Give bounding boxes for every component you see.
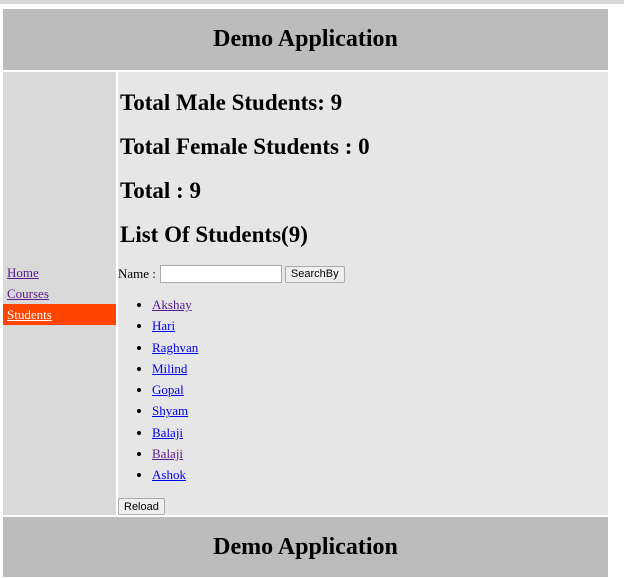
list-item: Ashok [152,464,198,485]
total-male-heading: Total Male Students: 9 [120,90,343,115]
search-by-button[interactable]: SearchBy [284,265,345,283]
app-title: Demo Application [213,26,398,52]
student-link[interactable]: Milind [152,360,188,376]
name-search-input[interactable] [159,265,282,283]
sidebar: Home Courses Students [3,72,116,515]
student-list: Akshay Hari Raghvan Milind Gopal Shyam B… [118,294,198,486]
list-item: Gopal [152,379,198,400]
footer: Demo Application [3,517,608,577]
student-link[interactable]: Ashok [152,467,186,483]
student-link[interactable]: Akshay [152,297,192,312]
list-item: Akshay [152,294,198,315]
list-item: Milind [152,358,198,379]
sidebar-item-students[interactable]: Students [3,304,116,325]
student-link[interactable]: Balaji [152,424,184,440]
top-border [0,0,624,4]
nav-menu: Home Courses Students [3,262,116,325]
list-item: Hari [152,315,198,336]
list-item: Balaji [152,443,198,464]
list-item: Raghvan [152,337,198,358]
student-link[interactable]: Raghvan [152,339,199,355]
reload-button[interactable]: Reload [118,498,165,515]
list-title: List Of Students(9) [120,222,308,247]
footer-title: Demo Application [213,534,398,560]
student-link[interactable]: Gopal [152,382,184,398]
list-item: Shyam [152,400,198,421]
student-link[interactable]: Shyam [152,403,189,419]
main-content: Total Male Students: 9 Total Female Stud… [118,72,608,515]
name-label: Name : [118,266,156,281]
student-link[interactable]: Balaji [152,446,184,462]
sidebar-item-home[interactable]: Home [7,265,39,280]
search-form: Name : SearchBy [118,265,345,283]
list-item: Balaji [152,422,198,443]
header: Demo Application [3,9,608,70]
student-link[interactable]: Hari [152,318,176,334]
sidebar-item-courses[interactable]: Courses [7,286,49,301]
total-heading: Total : 9 [120,178,201,203]
total-female-heading: Total Female Students : 0 [120,134,370,159]
